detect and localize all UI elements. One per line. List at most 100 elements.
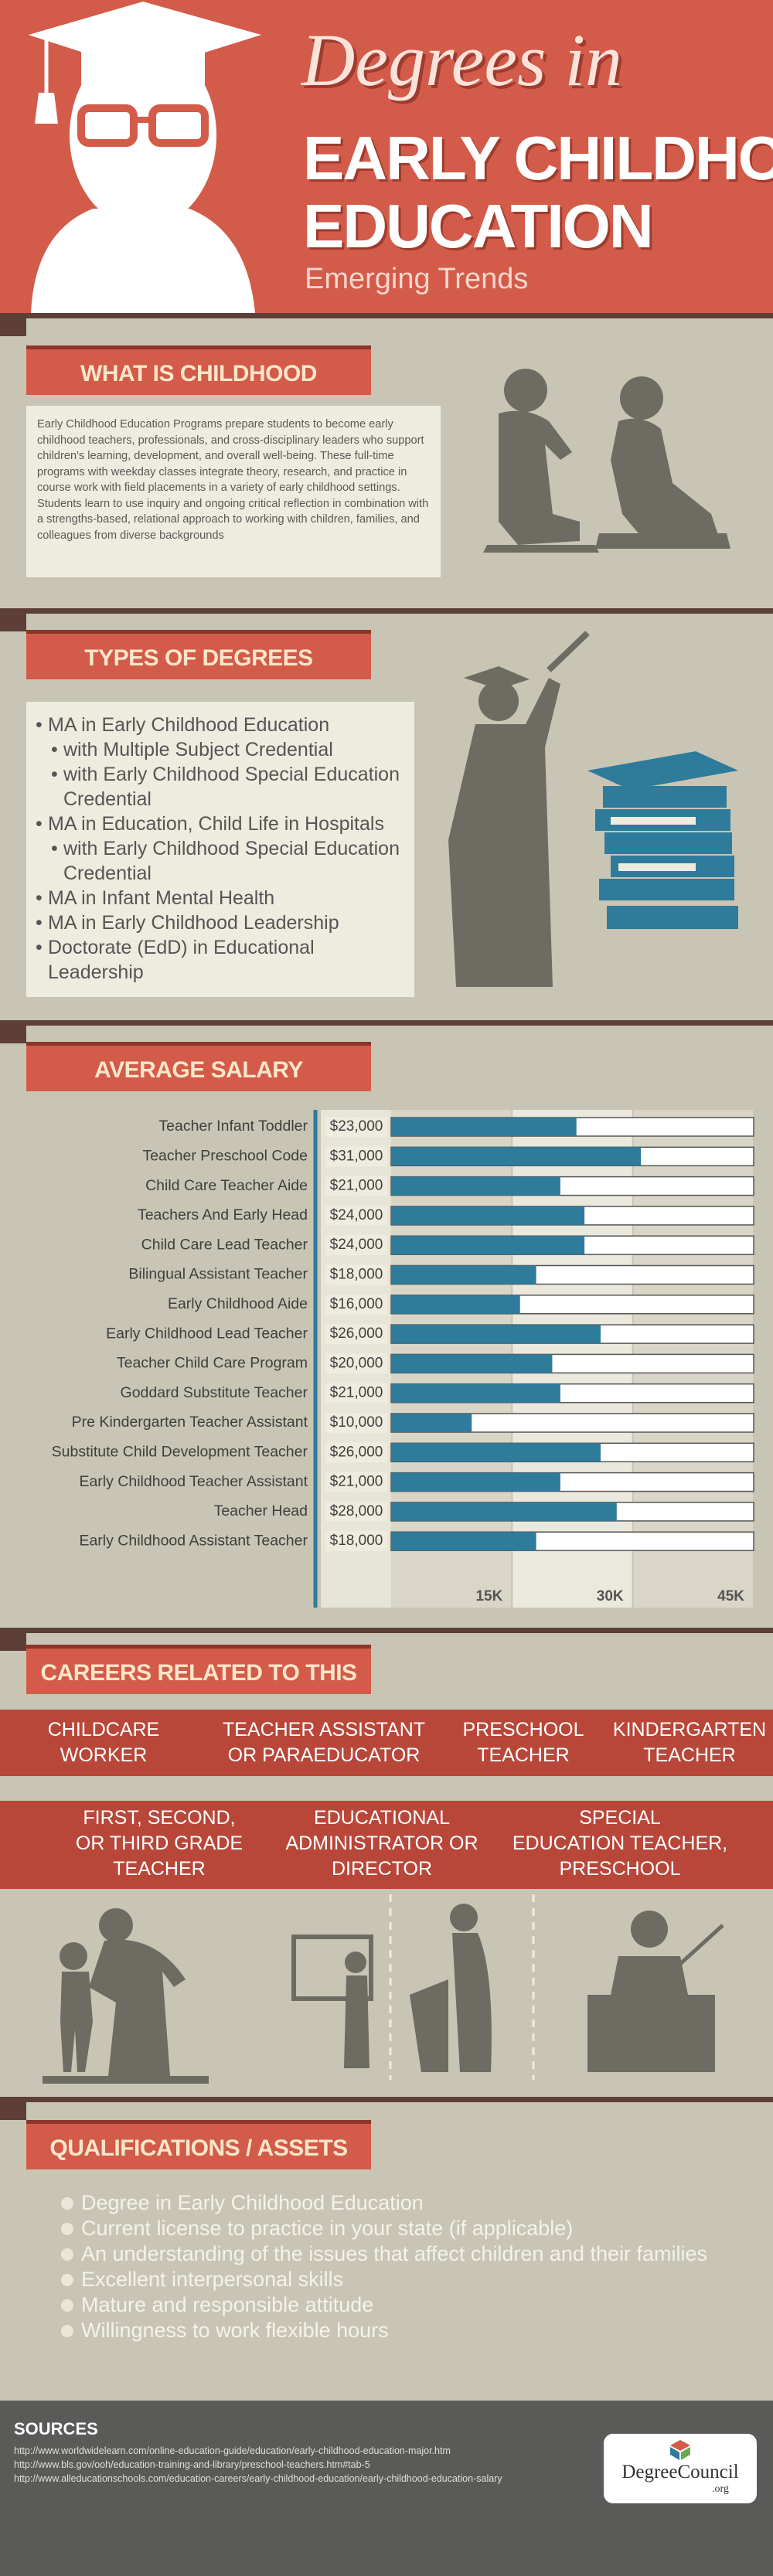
degree-subitem: with Multiple Subject Credential xyxy=(32,737,408,762)
source-link: http://www.alleducationschools.com/educa… xyxy=(14,2473,502,2484)
separator xyxy=(0,608,773,631)
value-label-box xyxy=(325,1501,387,1522)
bar xyxy=(391,1295,520,1314)
value-label: $31,000 xyxy=(330,1148,383,1164)
career-line: KINDERGARTEN xyxy=(612,1719,767,1741)
subtitle: Emerging Trends xyxy=(305,263,529,295)
bar xyxy=(391,1176,560,1196)
degree-item: MA in Education, Child Life in Hospitals xyxy=(32,812,408,836)
category-label: Child Care Teacher Aide xyxy=(145,1177,308,1194)
qualification: Current license to practice in your stat… xyxy=(60,2217,574,2240)
value-label-box xyxy=(325,1146,387,1167)
value-label: $26,000 xyxy=(330,1325,383,1342)
career-item: TEACHER ASSISTANT OR PARAEDUCATOR xyxy=(223,1717,425,1768)
separator xyxy=(0,1628,773,1651)
category-label: Pre Kindergarten Teacher Assistant xyxy=(72,1414,308,1431)
logo-name: DegreeCouncil xyxy=(621,2462,739,2482)
section-heading: QUALIFICATIONS / ASSETS xyxy=(26,2120,371,2169)
value-label: $21,000 xyxy=(330,1178,383,1194)
degree-item: MA in Infant Mental Health xyxy=(32,886,408,910)
career-line: PRESCHOOL xyxy=(559,1858,681,1880)
career-band xyxy=(0,1710,773,1776)
bar xyxy=(391,1236,585,1255)
category-label: Early Childhood Teacher Assistant xyxy=(79,1473,308,1490)
career-band xyxy=(0,1801,773,1889)
value-label: $24,000 xyxy=(330,1237,383,1253)
career-line: WORKER xyxy=(60,1744,148,1766)
graduate-illustration xyxy=(448,631,738,987)
title-line: EDUCATION xyxy=(303,192,654,260)
x-tick-label: 30K xyxy=(597,1588,624,1604)
value-label-box xyxy=(325,1235,387,1256)
degree-item: MA in Early Childhood Education xyxy=(32,713,408,737)
bar xyxy=(391,1354,553,1373)
value-label: $26,000 xyxy=(330,1444,383,1460)
value-label-box xyxy=(325,1117,387,1137)
qualification: Mature and responsible attitude xyxy=(60,2293,374,2316)
value-label-box xyxy=(325,1176,387,1196)
value-label-box xyxy=(325,1353,387,1374)
value-label-box xyxy=(325,1383,387,1404)
qualifications-section: QUALIFICATIONS / ASSETS Degree in Early … xyxy=(0,2097,773,2401)
career-item: CHILDCARE WORKER xyxy=(48,1717,159,1768)
career-item: PRESCHOOL TEACHER xyxy=(463,1717,584,1768)
category-label: Early Childhood Assistant Teacher xyxy=(79,1532,308,1549)
category-label: Teacher Preschool Code xyxy=(142,1147,308,1164)
separator xyxy=(0,2097,773,2120)
bar xyxy=(391,1325,601,1344)
category-label: Early Childhood Aide xyxy=(168,1295,308,1312)
separator xyxy=(0,313,773,336)
types-section: TYPES OF DEGREES MA in Early Childhood E… xyxy=(0,608,773,1020)
category-label: Bilingual Assistant Teacher xyxy=(128,1266,308,1283)
career-line: EDUCATION TEACHER, xyxy=(512,1832,728,1854)
salary-chart: 15K 30K 45K Teacher Infant Toddler $23,000 Te… xyxy=(52,1110,754,1608)
career-line: OR PARAEDUCATOR xyxy=(227,1744,421,1766)
career-item: SPECIAL EDUCATION TEACHER, PRESCHOOL xyxy=(512,1805,727,1882)
bar xyxy=(391,1532,536,1551)
value-label: $21,000 xyxy=(330,1385,383,1401)
degree-subitem: with Early Childhood Special Education C… xyxy=(32,836,408,886)
category-label: Early Childhood Lead Teacher xyxy=(106,1325,308,1342)
career-line: TEACHER xyxy=(643,1744,736,1766)
career-item: FIRST, SECOND, OR THIRD GRADE TEACHER xyxy=(76,1805,243,1882)
children-illustration xyxy=(483,369,730,553)
value-label: $18,000 xyxy=(330,1533,383,1549)
category-label: Teacher Head xyxy=(214,1502,308,1519)
career-line: DIRECTOR xyxy=(331,1858,433,1880)
career-line: SPECIAL xyxy=(579,1807,661,1829)
value-label-box xyxy=(325,1205,387,1226)
career-line: PRESCHOOL xyxy=(462,1719,584,1741)
header: Degrees in EARLY CHILDHOOD EDUCATION Eme… xyxy=(0,0,773,313)
source-link: http://www.bls.gov/ooh/education-trainin… xyxy=(14,2459,370,2470)
title-line: EARLY CHILDHOOD xyxy=(303,124,773,192)
value-label: $16,000 xyxy=(330,1296,383,1312)
logo-suffix: .org xyxy=(712,2483,729,2495)
section-heading: AVERAGE SALARY xyxy=(26,1042,371,1091)
career-line: TEACHER xyxy=(113,1858,206,1880)
value-label: $21,000 xyxy=(330,1474,383,1490)
bar xyxy=(391,1147,642,1166)
bar xyxy=(391,1206,585,1225)
value-label: $10,000 xyxy=(330,1414,383,1431)
category-label: Substitute Child Development Teacher xyxy=(52,1443,308,1460)
qualification: Degree in Early Childhood Education xyxy=(61,2191,424,2214)
value-label: $28,000 xyxy=(330,1503,383,1519)
category-label: Teacher Infant Toddler xyxy=(158,1118,308,1135)
sources-footer: SOURCES DegreeCouncil .org http://www.wo… xyxy=(0,2401,773,2576)
bar xyxy=(391,1443,601,1462)
value-label-box xyxy=(325,1442,387,1463)
bar xyxy=(391,1383,560,1403)
section-heading: TYPES OF DEGREES xyxy=(26,630,371,679)
value-label-box xyxy=(325,1413,387,1433)
category-label: Child Care Lead Teacher xyxy=(141,1236,308,1253)
section-heading: WHAT IS CHILDHOOD EDUCATION ? xyxy=(26,345,371,436)
bar xyxy=(391,1502,617,1521)
qualification: An understanding of the issues that affe… xyxy=(61,2242,707,2265)
career-line: EDUCATIONAL xyxy=(314,1807,450,1829)
bar xyxy=(391,1118,577,1136)
career-line: TEACHER xyxy=(477,1744,570,1766)
x-tick-label: 15K xyxy=(475,1588,502,1604)
career-line: CHILDCARE xyxy=(47,1719,160,1741)
category-label: Teachers And Early Head xyxy=(138,1206,308,1223)
